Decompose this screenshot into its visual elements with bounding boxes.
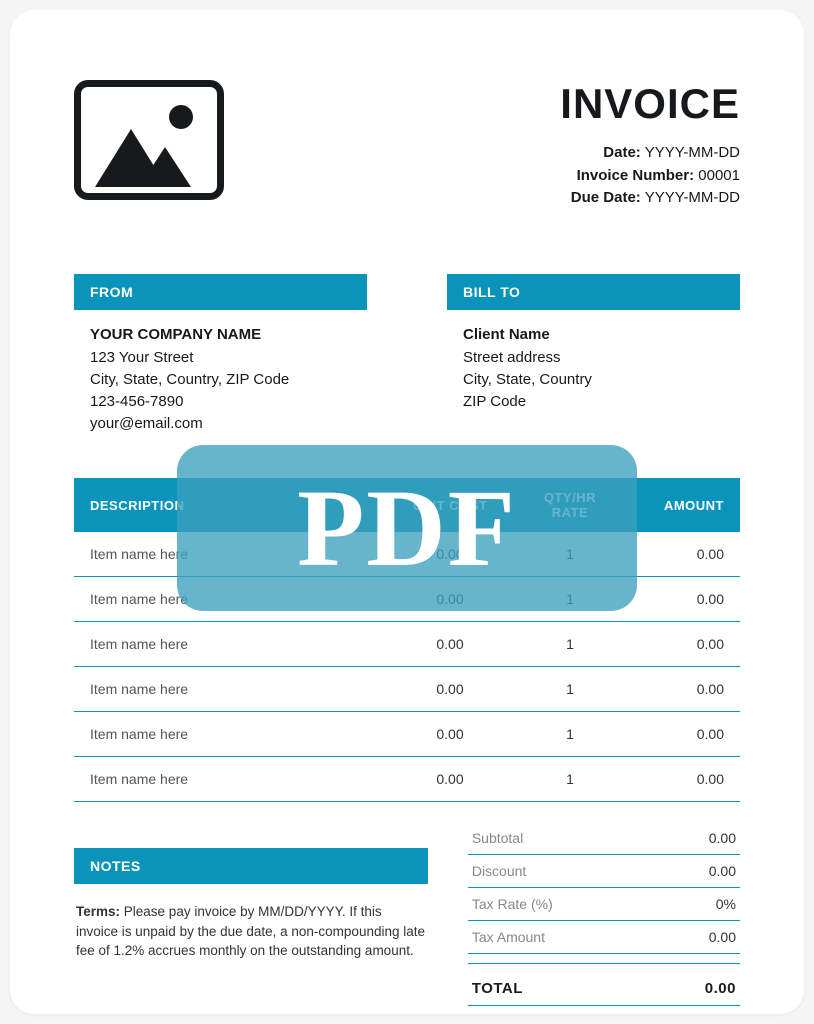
cell-amount: 0.00 — [630, 622, 740, 667]
cell-qty: 1 — [510, 757, 630, 802]
table-row: Item name here0.0010.00 — [74, 757, 740, 802]
cell-description: Item name here — [74, 532, 390, 577]
table-row: Item name here0.0010.00 — [74, 712, 740, 757]
cell-amount: 0.00 — [630, 532, 740, 577]
taxamt-label: Tax Amount — [468, 921, 664, 954]
billto-street: Street address — [463, 347, 740, 369]
col-unit-cost: UNIT COST — [390, 478, 510, 532]
cell-amount: 0.00 — [630, 577, 740, 622]
cell-qty: 1 — [510, 532, 630, 577]
table-row: Item name here0.0010.00 — [74, 667, 740, 712]
billto-zip: ZIP Code — [463, 391, 740, 413]
cell-description: Item name here — [74, 757, 390, 802]
totals-block: Subtotal 0.00 Discount 0.00 Tax Rate (%)… — [468, 822, 740, 1006]
billto-body: Client Name Street address City, State, … — [447, 324, 740, 413]
cell-qty: 1 — [510, 622, 630, 667]
billto-block: BILL TO Client Name Street address City,… — [447, 274, 740, 435]
total-value: 0.00 — [664, 964, 740, 1006]
from-block: FROM YOUR COMPANY NAME 123 Your Street C… — [74, 274, 367, 435]
subtotal-value: 0.00 — [664, 822, 740, 855]
billto-city: City, State, Country — [463, 369, 740, 391]
cell-amount: 0.00 — [630, 667, 740, 712]
col-amount: AMOUNT — [630, 478, 740, 532]
cell-amount: 0.00 — [630, 757, 740, 802]
from-heading: FROM — [74, 274, 367, 310]
taxrate-value: 0% — [664, 888, 740, 921]
invoice-page: INVOICE Date: YYYY-MM-DD Invoice Number:… — [10, 10, 804, 1014]
billto-heading: BILL TO — [447, 274, 740, 310]
cell-description: Item name here — [74, 622, 390, 667]
discount-value: 0.00 — [664, 855, 740, 888]
taxamt-row: Tax Amount 0.00 — [468, 921, 740, 954]
notes-block: NOTES Terms: Please pay invoice by MM/DD… — [74, 822, 428, 1006]
taxamt-value: 0.00 — [664, 921, 740, 954]
table-header-row: DESCRIPTION UNIT COST QTY/HR RATE AMOUNT — [74, 478, 740, 532]
total-row: TOTAL 0.00 — [468, 964, 740, 1006]
subtotal-row: Subtotal 0.00 — [468, 822, 740, 855]
discount-label: Discount — [468, 855, 664, 888]
address-row: FROM YOUR COMPANY NAME 123 Your Street C… — [74, 274, 740, 435]
subtotal-label: Subtotal — [468, 822, 664, 855]
invoice-title: INVOICE — [560, 80, 740, 128]
invoice-meta: INVOICE Date: YYYY-MM-DD Invoice Number:… — [560, 80, 740, 210]
from-phone: 123-456-7890 — [90, 391, 367, 413]
billto-name: Client Name — [463, 324, 740, 346]
from-street: 123 Your Street — [90, 347, 367, 369]
taxrate-label: Tax Rate (%) — [468, 888, 664, 921]
invoice-number: Invoice Number: 00001 — [560, 165, 740, 188]
cell-description: Item name here — [74, 577, 390, 622]
total-label: TOTAL — [468, 964, 664, 1006]
cell-qty: 1 — [510, 712, 630, 757]
invoice-due-date: Due Date: YYYY-MM-DD — [560, 187, 740, 210]
cell-description: Item name here — [74, 712, 390, 757]
logo-placeholder-icon — [74, 80, 224, 200]
notes-heading: NOTES — [74, 848, 428, 884]
table-row: Item name here0.0010.00 — [74, 532, 740, 577]
cell-unit-cost: 0.00 — [390, 532, 510, 577]
from-company: YOUR COMPANY NAME — [90, 324, 367, 346]
cell-amount: 0.00 — [630, 712, 740, 757]
table-row: Item name here0.0010.00 — [74, 622, 740, 667]
header-row: INVOICE Date: YYYY-MM-DD Invoice Number:… — [74, 80, 740, 210]
col-qty: QTY/HR RATE — [510, 478, 630, 532]
cell-description: Item name here — [74, 667, 390, 712]
bottom-row: NOTES Terms: Please pay invoice by MM/DD… — [74, 822, 740, 1006]
cell-qty: 1 — [510, 667, 630, 712]
discount-row: Discount 0.00 — [468, 855, 740, 888]
cell-unit-cost: 0.00 — [390, 622, 510, 667]
cell-qty: 1 — [510, 577, 630, 622]
cell-unit-cost: 0.00 — [390, 712, 510, 757]
from-city: City, State, Country, ZIP Code — [90, 369, 367, 391]
terms-label: Terms: — [76, 904, 120, 919]
line-items-table: DESCRIPTION UNIT COST QTY/HR RATE AMOUNT… — [74, 478, 740, 802]
cell-unit-cost: 0.00 — [390, 757, 510, 802]
from-email: your@email.com — [90, 413, 367, 435]
terms-text: Please pay invoice by MM/DD/YYYY. If thi… — [76, 904, 425, 958]
col-description: DESCRIPTION — [74, 478, 390, 532]
taxrate-row: Tax Rate (%) 0% — [468, 888, 740, 921]
cell-unit-cost: 0.00 — [390, 667, 510, 712]
from-body: YOUR COMPANY NAME 123 Your Street City, … — [74, 324, 367, 435]
cell-unit-cost: 0.00 — [390, 577, 510, 622]
table-row: Item name here0.0010.00 — [74, 577, 740, 622]
invoice-date: Date: YYYY-MM-DD — [560, 142, 740, 165]
notes-body: Terms: Please pay invoice by MM/DD/YYYY.… — [74, 898, 428, 961]
